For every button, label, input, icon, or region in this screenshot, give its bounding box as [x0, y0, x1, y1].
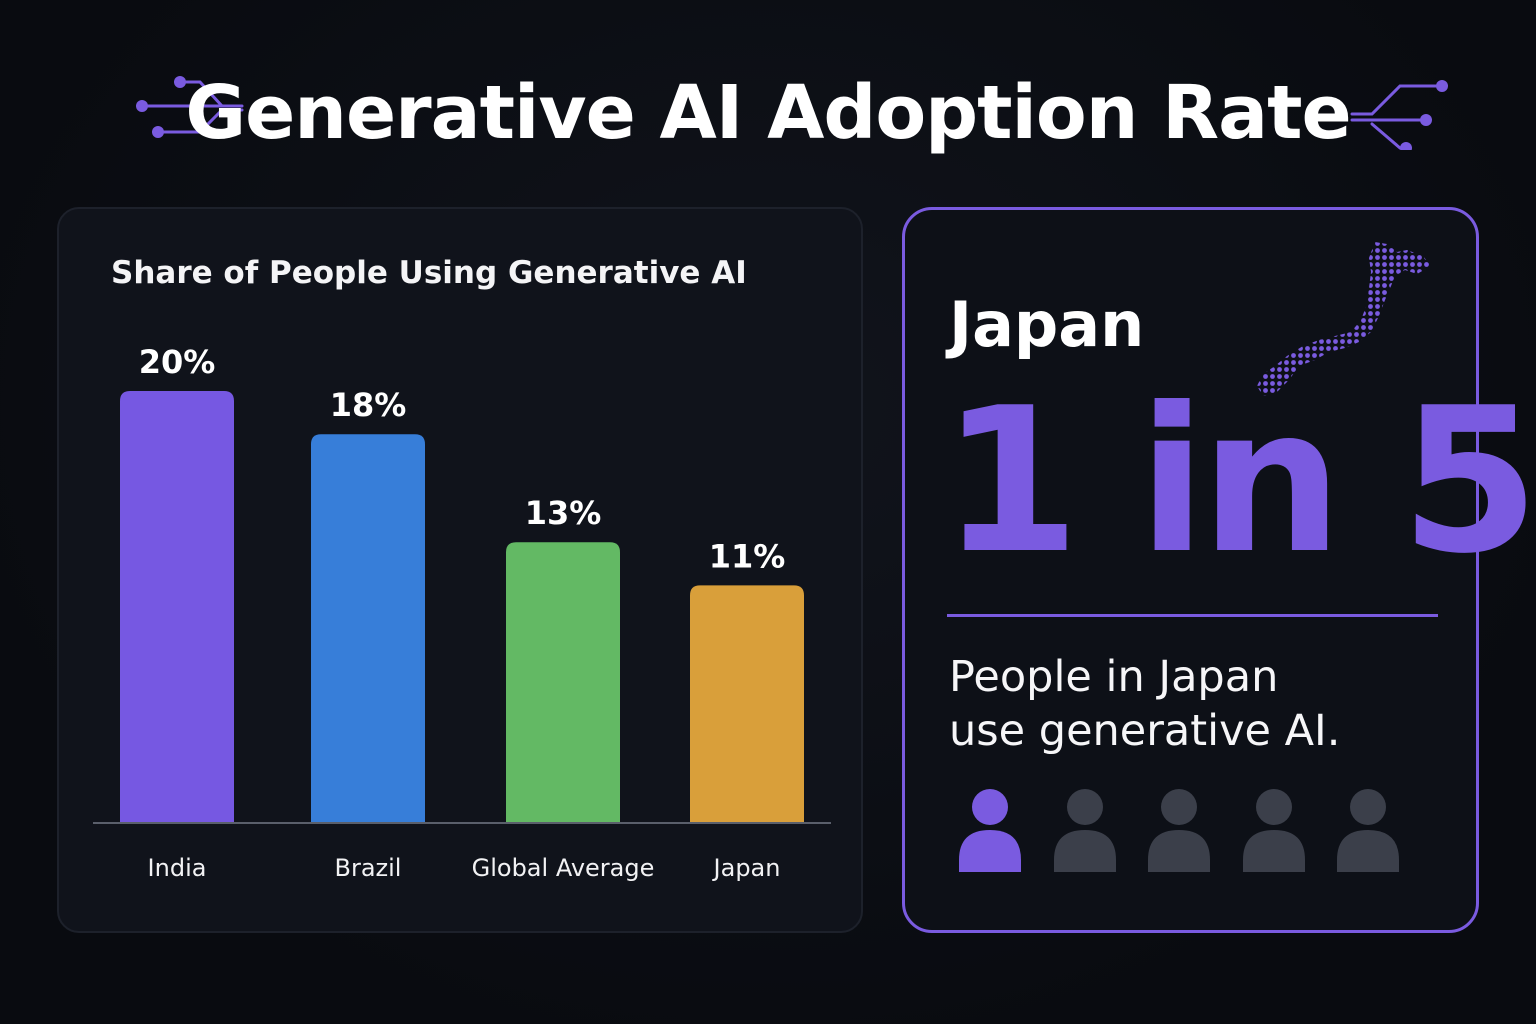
divider	[947, 614, 1438, 617]
stat-caption: People in Japan use generative AI.	[949, 650, 1429, 758]
circuit-lines-right-icon	[1350, 80, 1448, 150]
category-label: Brazil	[335, 854, 402, 882]
bar-value-label: 13%	[525, 494, 602, 532]
bar-value-label: 20%	[139, 343, 216, 381]
bar-brazil	[311, 434, 425, 823]
japan-map-icon	[1257, 242, 1431, 396]
person-icon	[1053, 789, 1116, 872]
category-label: Japan	[712, 854, 781, 882]
header: Generative AI Adoption Rate	[0, 60, 1536, 170]
japan-stat-card: Japan 1 in 5 People in Japan use generat…	[902, 207, 1536, 933]
stat-country: Japan	[949, 288, 1145, 361]
bar-global-average	[506, 542, 620, 823]
stat-ratio: 1 in 5	[941, 365, 1536, 598]
circuit-lines-left-icon	[136, 76, 244, 138]
person-icon	[1148, 789, 1210, 872]
stat-caption-line-2: use generative AI.	[949, 706, 1341, 756]
person-icon	[1337, 789, 1399, 872]
bar-chart-card: Share of People Using Generative AI 20% I…	[57, 207, 863, 933]
category-label: India	[148, 854, 207, 882]
person-icon	[1242, 789, 1305, 872]
person-icon-highlighted	[959, 789, 1021, 872]
bar-value-label: 11%	[709, 537, 786, 575]
bar-japan	[690, 585, 804, 823]
category-label: Global Average	[472, 854, 655, 882]
bar-value-label: 18%	[330, 386, 407, 424]
people-icon-row	[957, 788, 1417, 878]
chart-title: Share of People Using Generative AI	[111, 255, 747, 291]
bar-india	[120, 391, 234, 823]
stat-caption-line-1: People in Japan	[949, 652, 1279, 702]
page-title: Generative AI Adoption Rate	[185, 70, 1351, 156]
bar-chart: 20% India 18% Brazil 13% Global Average 11% Jap…	[93, 343, 831, 882]
